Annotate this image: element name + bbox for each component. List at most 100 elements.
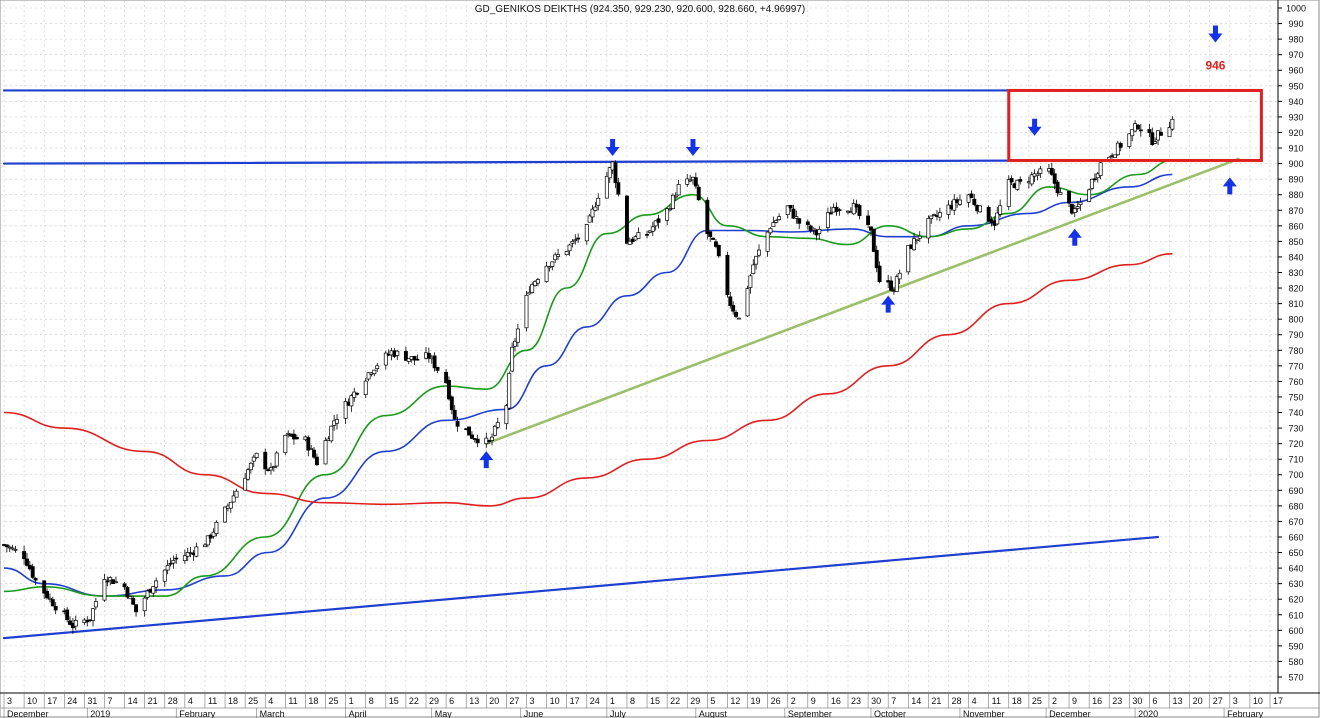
price-bar-body	[728, 296, 733, 307]
price-bar	[102, 573, 107, 602]
price-bar-body	[757, 249, 761, 256]
price-bar	[1127, 133, 1132, 149]
x-tick-label: 10	[550, 696, 560, 706]
month-label: February	[1227, 709, 1264, 718]
price-bar-body	[412, 355, 417, 361]
price-bar	[412, 355, 417, 366]
x-tick-label: 17	[1273, 696, 1283, 706]
price-bar	[708, 231, 713, 242]
price-bar	[50, 596, 55, 607]
price-bar-body	[151, 586, 156, 594]
price-bar	[1092, 173, 1097, 182]
price-bar-body	[504, 405, 509, 425]
x-tick-label: 6	[1152, 696, 1157, 706]
price-bars	[2, 116, 1175, 634]
x-tick-label: 13	[1173, 696, 1183, 706]
x-tick-label: 5	[710, 696, 715, 706]
x-tick-label: 18	[228, 696, 238, 706]
price-bar-body	[154, 580, 159, 588]
price-bar-body	[788, 204, 793, 209]
price-bar	[492, 424, 497, 437]
price-bar-body	[1115, 142, 1120, 156]
price-bar	[817, 225, 822, 240]
price-bar-body	[50, 599, 55, 607]
price-bar-body	[45, 590, 50, 599]
price-bar	[866, 210, 871, 229]
price-bar-body	[1153, 141, 1158, 144]
up-arrow-icon	[1222, 177, 1237, 195]
price-bar-body	[467, 426, 472, 436]
month-label: 2020	[1138, 709, 1158, 718]
price-bar-body	[978, 205, 983, 213]
price-bar	[93, 597, 98, 610]
month-label: March	[260, 709, 285, 718]
price-bar-body	[607, 167, 612, 179]
price-bar-body	[65, 609, 70, 620]
price-bar	[271, 465, 276, 472]
price-bar-body	[1006, 179, 1011, 207]
x-tick-label: 8	[369, 696, 374, 706]
price-bar-body	[145, 590, 150, 598]
price-bar-body	[1113, 154, 1117, 158]
price-bar-body	[171, 559, 176, 564]
price-bar	[932, 213, 937, 217]
price-bar	[449, 395, 454, 415]
price-bar	[467, 426, 472, 436]
trendlines	[2, 89, 1260, 640]
y-tick-label: 570	[1288, 673, 1303, 683]
price-bar-body	[415, 358, 420, 361]
price-bar	[596, 193, 601, 211]
price-bar-body	[323, 440, 328, 465]
moving-average-line	[3, 173, 1173, 597]
price-bar-body	[271, 466, 276, 468]
price-bar	[125, 586, 130, 599]
price-bar-body	[513, 341, 517, 347]
price-bar	[211, 528, 216, 539]
up-arrow-icon	[479, 451, 494, 469]
price-bar	[283, 434, 288, 456]
x-tick-label: 8	[630, 696, 635, 706]
price-bar	[811, 227, 816, 235]
price-bar	[998, 199, 1003, 218]
price-bar	[306, 435, 311, 457]
price-bar-body	[475, 438, 480, 444]
price-bar-body	[708, 231, 713, 237]
price-bar	[203, 543, 207, 548]
price-bar-body	[1092, 178, 1097, 181]
price-bar	[986, 205, 991, 222]
price-bar	[1055, 179, 1060, 197]
y-tick-label: 700	[1288, 470, 1303, 480]
price-bar	[653, 220, 658, 231]
price-bar	[366, 372, 371, 382]
price-bar	[329, 425, 334, 443]
price-bar	[108, 576, 113, 586]
price-bar	[627, 237, 632, 245]
price-bar-body	[794, 216, 799, 219]
price-bar	[937, 207, 942, 222]
price-bar-body	[1075, 206, 1080, 209]
price-bar-body	[47, 597, 52, 600]
price-bar-body	[214, 521, 219, 534]
price-bar	[604, 172, 609, 199]
price-bar	[1072, 204, 1077, 218]
y-tick-label: 660	[1288, 532, 1303, 542]
price-bar	[912, 232, 916, 251]
price-bar	[314, 453, 319, 467]
y-tick-label: 860	[1288, 221, 1303, 231]
price-bar	[507, 371, 512, 411]
price-bar-body	[874, 249, 879, 269]
price-bar	[745, 285, 750, 317]
moving-average-line	[3, 253, 1173, 507]
price-bar-body	[403, 351, 408, 361]
price-bar-body	[937, 212, 942, 218]
y-tick-label: 600	[1288, 626, 1303, 636]
price-bar-body	[567, 244, 572, 252]
price-bar	[774, 218, 779, 224]
x-tick-label: 4	[188, 696, 193, 706]
y-tick-label: 730	[1288, 424, 1303, 434]
price-bar-body	[553, 254, 558, 261]
x-tick-label: 9	[811, 696, 816, 706]
down-arrow-icon	[685, 139, 700, 157]
price-bar	[1170, 116, 1175, 131]
month-label: May	[435, 709, 453, 718]
